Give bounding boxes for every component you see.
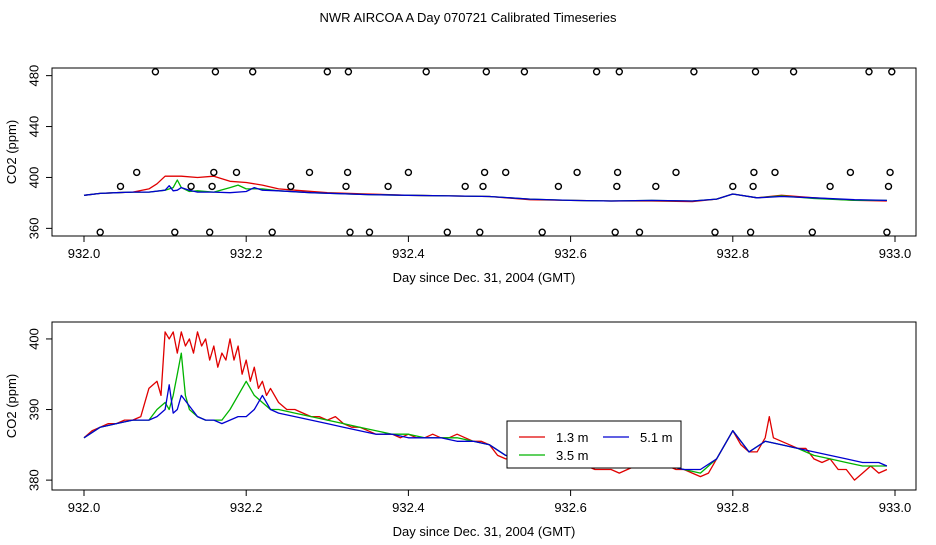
- top-scatter-point: [268, 228, 276, 236]
- top-scatter-point: [116, 182, 125, 191]
- bottom-x-tick-label-932.0: 932.0: [68, 500, 101, 515]
- top-scatter-point: [443, 228, 451, 236]
- top-scatter-point: [751, 68, 760, 76]
- top-scatter-point: [96, 228, 104, 236]
- bottom-x-axis-label: Day since Dec. 31, 2004 (GMT): [393, 524, 576, 539]
- bottom-x-tick-label-932.6: 932.6: [554, 500, 587, 515]
- top-scatter-point: [729, 182, 737, 191]
- top-scatter-point: [305, 168, 314, 177]
- top-scatter-point: [342, 182, 350, 191]
- top-scatter-point: [171, 228, 179, 236]
- top-scatter-point: [746, 228, 755, 236]
- top-x-tick-label-933.0: 933.0: [879, 246, 912, 261]
- bottom-x-tick-label-933.0: 933.0: [879, 500, 912, 515]
- bottom-x-tick-label-932.4: 932.4: [392, 500, 425, 515]
- top-scatter-point: [808, 228, 816, 236]
- bottom-x-tick-label-932.8: 932.8: [717, 500, 750, 515]
- top-scatter-point: [187, 182, 195, 191]
- legend: 1.3 m 5.1 m 3.5 m: [506, 420, 682, 469]
- top-scatter-point: [287, 182, 295, 191]
- bottom-series-line-1-3-m: [83, 331, 888, 481]
- top-scatter-point: [343, 168, 352, 177]
- top-x-tick-label-932.0: 932.0: [68, 246, 101, 261]
- top-scatter-point: [520, 68, 529, 76]
- top-scatter-point: [888, 68, 896, 76]
- top-x-axis-label: Day since Dec. 31, 2004 (GMT): [393, 270, 576, 285]
- top-scatter-point: [615, 68, 623, 76]
- top-scatter-point: [205, 228, 214, 236]
- top-y-tick-label-440: 440: [27, 116, 42, 138]
- top-scatter-point: [384, 182, 392, 191]
- top-scatter-point: [323, 68, 331, 76]
- top-scatter-point: [789, 68, 798, 76]
- top-scatter-point: [151, 68, 160, 76]
- top-scatter-point: [826, 182, 834, 191]
- top-scatter-point: [210, 168, 218, 177]
- bottom-y-tick-label-380: 380: [27, 469, 42, 491]
- top-scatter-point: [422, 68, 430, 76]
- top-scatter-point: [883, 228, 891, 236]
- bottom-panel: 932.0 932.2 932.4 932.6 932.8 933.0 380 390 400…: [4, 321, 917, 539]
- top-scatter-point: [652, 182, 660, 191]
- top-scatter-point: [690, 68, 698, 76]
- top-scatter-point: [613, 182, 621, 191]
- top-scatter-point: [344, 68, 353, 76]
- top-scatter-point: [232, 168, 241, 177]
- bottom-y-tick-label-390: 390: [27, 399, 42, 421]
- top-scatter-point: [884, 182, 893, 191]
- top-scatter-point: [502, 168, 510, 177]
- top-scatter-point: [132, 168, 141, 177]
- top-y-tick-label-360: 360: [27, 218, 42, 240]
- top-y-tick-label-480: 480: [27, 65, 42, 87]
- top-x-tick-label-932.8: 932.8: [717, 246, 750, 261]
- top-scatter-point: [248, 68, 257, 76]
- bottom-y-tick-label-400: 400: [27, 328, 42, 350]
- top-x-tick-label-932.2: 932.2: [230, 246, 263, 261]
- top-x-tick-label-932.4: 932.4: [392, 246, 425, 261]
- top-scatter-point: [538, 228, 546, 236]
- top-scatter-point: [750, 168, 758, 177]
- top-scatter-point: [672, 168, 680, 177]
- page-title: NWR AIRCOA A Day 070721 Calibrated Times…: [320, 10, 617, 25]
- top-scatter-point: [554, 182, 563, 191]
- top-scatter-point: [365, 228, 374, 236]
- top-scatter-point: [404, 168, 413, 177]
- top-x-tick-label-932.6: 932.6: [554, 246, 587, 261]
- top-series-line-5-1-m: [83, 185, 887, 202]
- top-scatter-point: [771, 168, 779, 177]
- bottom-x-tick-label-932.2: 932.2: [230, 500, 263, 515]
- top-scatter-point: [482, 68, 490, 76]
- top-plot-frame: [51, 67, 917, 237]
- top-scatter-point: [461, 182, 469, 191]
- top-y-axis-label: CO2 (ppm): [4, 120, 19, 184]
- top-scatter-point: [749, 182, 757, 191]
- legend-label-3-5m: 3.5 m: [556, 448, 589, 463]
- bottom-series-line-5-1-m: [83, 384, 888, 471]
- top-scatter-point: [635, 228, 644, 236]
- top-scatter-point: [573, 168, 581, 177]
- legend-label-1-3m: 1.3 m: [556, 430, 589, 445]
- top-scatter-point: [846, 168, 855, 177]
- bottom-y-axis-label: CO2 (ppm): [4, 374, 19, 438]
- top-scatter-point: [479, 182, 487, 191]
- top-scatter-point: [480, 168, 489, 177]
- top-scatter-point: [613, 168, 622, 177]
- top-y-tick-label-400: 400: [27, 167, 42, 189]
- top-scatter-point: [211, 68, 220, 76]
- legend-label-5-1m: 5.1 m: [640, 430, 673, 445]
- top-scatter-point: [476, 228, 484, 236]
- top-scatter-point: [886, 168, 894, 177]
- top-scatter-point: [611, 228, 619, 236]
- top-scatter-point: [346, 228, 354, 236]
- bottom-series-line-3-5-m: [83, 352, 887, 474]
- top-scatter-point: [592, 68, 601, 76]
- top-panel: 932.0 932.2 932.4 932.6 932.8 933.0 360 400 440…: [4, 65, 917, 285]
- legend-box: [506, 420, 682, 469]
- top-scatter-point: [711, 228, 719, 236]
- bottom-plot-frame: [51, 321, 917, 491]
- top-scatter-point: [208, 182, 216, 191]
- top-scatter-point: [865, 68, 873, 76]
